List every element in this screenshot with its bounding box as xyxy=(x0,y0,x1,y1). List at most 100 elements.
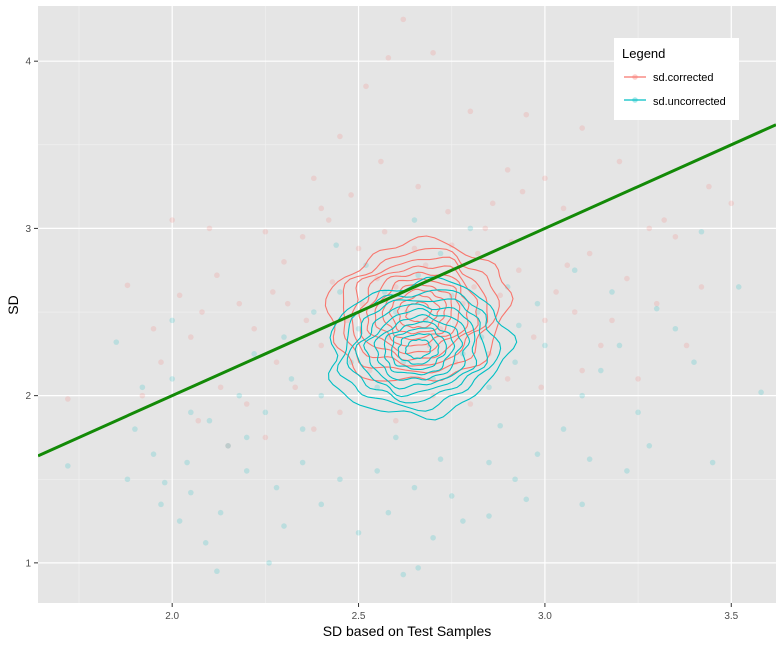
point-sd-corrected-5 xyxy=(523,111,530,118)
point-sd-uncorrected-34 xyxy=(236,392,243,399)
point-sd-uncorrected-87 xyxy=(139,384,146,391)
point-sd-corrected-78 xyxy=(635,376,641,382)
point-sd-corrected-11 xyxy=(169,217,175,223)
point-sd-corrected-70 xyxy=(381,228,388,235)
point-sd-uncorrected-28 xyxy=(337,476,343,483)
point-sd-uncorrected-44 xyxy=(512,359,518,365)
contour-sd-corrected-6 xyxy=(381,283,453,341)
contour-sd-uncorrected-1 xyxy=(336,289,502,412)
point-sd-uncorrected-30 xyxy=(273,484,280,491)
point-sd-corrected-86 xyxy=(303,317,310,324)
y-tick-label-4: 4 xyxy=(25,57,31,68)
point-sd-uncorrected-62 xyxy=(411,217,418,223)
point-sd-corrected-66 xyxy=(445,208,451,215)
point-sd-corrected-62 xyxy=(538,384,544,391)
point-sd-uncorrected-27 xyxy=(374,468,380,474)
point-sd-corrected-92 xyxy=(318,205,325,212)
contour-sd-uncorrected-4 xyxy=(363,307,471,390)
point-sd-uncorrected-75 xyxy=(393,434,399,441)
point-sd-uncorrected-73 xyxy=(217,509,224,516)
point-sd-corrected-51 xyxy=(504,376,511,382)
point-sd-uncorrected-58 xyxy=(150,451,157,457)
point-sd-corrected-19 xyxy=(188,334,194,340)
reference-line xyxy=(38,123,776,458)
point-sd-uncorrected-32 xyxy=(225,443,231,449)
legend: Legend sd.corrected sd.uncorrected xyxy=(614,38,739,120)
contour-sd-uncorrected-2 xyxy=(346,298,488,404)
point-sd-corrected-42 xyxy=(292,384,298,391)
point-sd-uncorrected-78 xyxy=(691,359,697,365)
point-sd-uncorrected-93 xyxy=(758,389,764,396)
point-sd-uncorrected-5 xyxy=(188,489,194,496)
point-sd-corrected-16 xyxy=(124,282,131,289)
point-sd-corrected-87 xyxy=(284,300,291,307)
density-contours xyxy=(324,235,518,421)
point-sd-uncorrected-18 xyxy=(616,342,623,349)
point-sd-uncorrected-45 xyxy=(542,342,548,349)
point-sd-uncorrected-70 xyxy=(624,468,630,474)
contour-sd-uncorrected-6 xyxy=(383,320,456,376)
point-sd-corrected-34 xyxy=(571,309,578,315)
point-sd-uncorrected-63 xyxy=(571,267,578,274)
point-sd-uncorrected-14 xyxy=(709,459,716,466)
point-sd-uncorrected-81 xyxy=(333,242,339,248)
point-sd-corrected-68 xyxy=(251,325,257,332)
point-sd-corrected-56 xyxy=(195,417,202,424)
point-sd-uncorrected-86 xyxy=(188,409,194,416)
point-sd-uncorrected-33 xyxy=(206,417,213,424)
legend-entry-sd-corrected: sd.corrected xyxy=(624,72,714,84)
point-sd-corrected-10 xyxy=(616,158,623,165)
point-sd-corrected-45 xyxy=(366,367,373,374)
point-sd-uncorrected-22 xyxy=(534,451,541,457)
point-sd-uncorrected-77 xyxy=(243,434,250,441)
point-sd-uncorrected-91 xyxy=(281,523,287,529)
x-axis-title: SD based on Test Samples xyxy=(323,623,492,639)
point-sd-uncorrected-39 xyxy=(374,384,380,391)
point-sd-corrected-95 xyxy=(706,183,712,190)
point-sd-corrected-77 xyxy=(683,342,690,349)
point-sd-corrected-17 xyxy=(150,325,157,332)
point-sd-uncorrected-26 xyxy=(411,484,418,491)
point-sd-corrected-94 xyxy=(199,309,205,315)
point-sd-uncorrected-88 xyxy=(113,339,120,345)
point-sd-uncorrected-35 xyxy=(262,409,269,416)
point-sd-uncorrected-60 xyxy=(437,250,444,257)
point-sd-uncorrected-83 xyxy=(415,272,421,279)
y-axis-title: SD xyxy=(5,295,21,314)
point-sd-uncorrected-24 xyxy=(486,459,492,466)
legend-label-sd-uncorrected: sd.uncorrected xyxy=(653,96,726,108)
point-sd-corrected-36 xyxy=(624,275,630,282)
point-sd-uncorrected-25 xyxy=(448,493,455,499)
point-sd-corrected-71 xyxy=(411,245,418,252)
point-sd-corrected-2 xyxy=(385,55,392,61)
point-sd-uncorrected-72 xyxy=(184,459,190,466)
point-sd-uncorrected-10 xyxy=(430,534,436,541)
y-tick-label-1: 1 xyxy=(25,558,31,569)
point-sd-uncorrected-15 xyxy=(735,284,742,290)
point-sd-corrected-39 xyxy=(698,284,705,290)
point-sd-corrected-53 xyxy=(243,401,250,407)
point-sd-corrected-76 xyxy=(65,396,71,402)
point-sd-corrected-12 xyxy=(206,225,213,232)
legend-entry-sd-uncorrected: sd.uncorrected xyxy=(624,96,726,108)
point-sd-uncorrected-0 xyxy=(400,571,407,578)
point-sd-corrected-64 xyxy=(348,192,354,198)
point-sd-corrected-49 xyxy=(460,300,466,307)
point-sd-corrected-9 xyxy=(504,167,511,173)
point-sd-uncorrected-31 xyxy=(243,468,250,474)
point-sd-corrected-24 xyxy=(325,217,332,223)
point-sd-uncorrected-1 xyxy=(266,560,272,566)
point-sd-uncorrected-11 xyxy=(486,513,492,519)
point-sd-uncorrected-52 xyxy=(534,300,541,307)
point-sd-uncorrected-68 xyxy=(460,518,466,524)
contour-sd-corrected-8 xyxy=(397,294,441,329)
legend-title: Legend xyxy=(622,46,665,61)
point-sd-uncorrected-55 xyxy=(281,334,287,340)
contour-sd-uncorrected-3 xyxy=(354,303,478,398)
x-tick-label-3-0: 3.0 xyxy=(538,611,552,622)
point-sd-corrected-57 xyxy=(311,426,317,432)
point-sd-uncorrected-56 xyxy=(251,351,257,357)
point-sd-corrected-61 xyxy=(467,401,474,407)
point-sd-uncorrected-21 xyxy=(560,426,567,432)
point-sd-corrected-7 xyxy=(579,125,585,131)
